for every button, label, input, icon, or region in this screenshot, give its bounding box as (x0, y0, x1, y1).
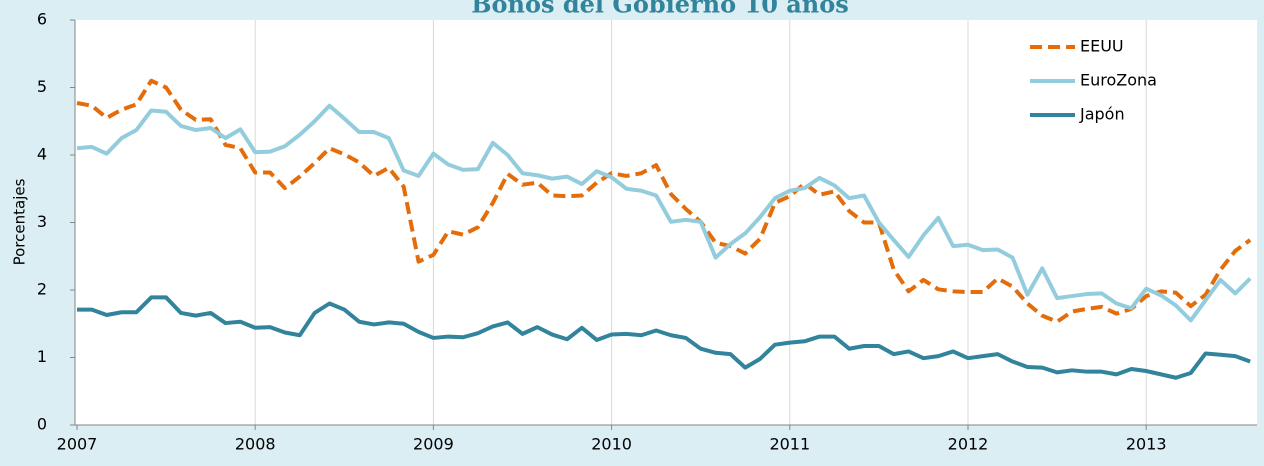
legend-label: EEUU (1080, 37, 1124, 56)
x-tick-label: 2008 (235, 435, 276, 454)
series-line (76, 78, 1252, 324)
legend-label: EuroZona (1080, 71, 1157, 90)
chart-title: Bonos del Gobierno 10 años (471, 0, 849, 19)
y-tick-label: 5 (37, 77, 47, 96)
y-tick-label: 3 (37, 212, 47, 231)
x-tick-label: 2010 (591, 435, 632, 454)
series-line (76, 103, 1252, 323)
x-tick-label: 2009 (413, 435, 454, 454)
x-tick-label: 2013 (1126, 435, 1167, 454)
y-axis-label: Porcentajes (11, 178, 29, 265)
y-tick-label: 1 (37, 347, 47, 366)
series-line (77, 295, 1251, 380)
x-tick-label: 2011 (769, 435, 810, 454)
legend-label: Japón (1079, 105, 1125, 124)
x-tick-label: 2007 (57, 435, 98, 454)
y-tick-label: 0 (37, 415, 47, 434)
plot-area (75, 20, 1257, 425)
x-tick-label: 2012 (948, 435, 989, 454)
y-tick-label: 4 (37, 145, 47, 164)
y-tick-label: 2 (37, 280, 47, 299)
y-tick-label: 6 (37, 10, 47, 29)
